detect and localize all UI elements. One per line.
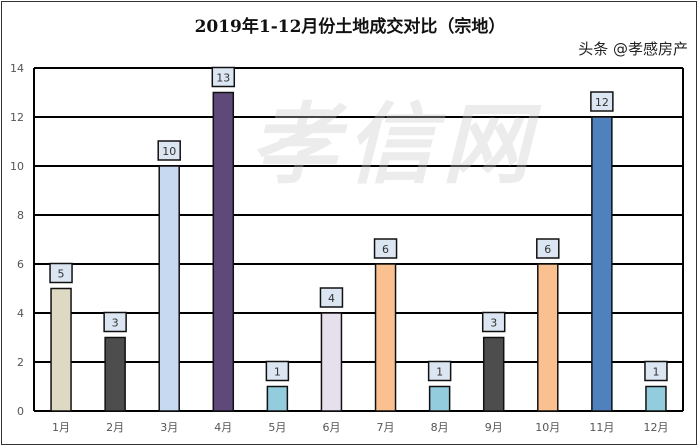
data-label: 4 [328, 292, 335, 305]
x-tick-label: 4月 [214, 421, 232, 434]
bar [320, 312, 343, 412]
data-label-box [157, 140, 181, 161]
data-label-box [481, 311, 506, 333]
data-label: 3 [112, 317, 119, 330]
y-tick-label: 8 [17, 209, 24, 222]
y-tick-label: 14 [10, 62, 24, 75]
y-tick-label: 6 [17, 258, 24, 271]
x-tick-label: 10月 [535, 421, 560, 434]
data-label-box [427, 360, 452, 382]
data-label: 1 [652, 366, 659, 379]
x-tick-label: 7月 [377, 421, 395, 434]
data-label: 5 [58, 268, 65, 281]
data-label-box [211, 66, 236, 88]
x-tick-label: 2月 [106, 421, 124, 434]
data-label-box [319, 287, 344, 308]
data-label: 13 [216, 72, 230, 85]
x-tick-label: 8月 [431, 421, 449, 434]
watermark: 孝信网 [250, 93, 539, 196]
data-label-box [265, 360, 290, 382]
chart-title: 2019年1-12月份土地成交对比（宗地） [194, 17, 506, 37]
data-label-box [644, 360, 668, 382]
data-label-box [373, 238, 398, 259]
y-tick-label: 4 [17, 307, 24, 320]
x-tick-label: 9月 [485, 421, 503, 434]
bar [50, 287, 72, 412]
x-tick-label: 3月 [160, 421, 178, 434]
data-label-box [590, 91, 614, 112]
y-tick-label: 2 [17, 356, 24, 369]
bar [104, 336, 126, 412]
bar [428, 385, 451, 412]
data-label-box [536, 238, 560, 259]
x-tick-label: 1月 [52, 421, 70, 434]
data-label: 10 [162, 145, 176, 158]
x-tick-label: 5月 [268, 421, 286, 434]
data-label: 3 [490, 317, 497, 330]
bar [374, 263, 397, 412]
data-label-box [49, 262, 73, 284]
data-label: 1 [436, 366, 443, 379]
data-label: 1 [274, 366, 281, 379]
bar [591, 116, 613, 412]
y-tick-label: 10 [10, 160, 24, 173]
credit-text: 头条 @孝感房产 [578, 40, 688, 58]
data-label-box [103, 311, 127, 333]
title-row: 2019年1-12月份土地成交对比（宗地） [0, 12, 700, 37]
y-tick-label: 12 [10, 111, 24, 124]
x-tick-label: 12月 [643, 421, 668, 434]
bar [266, 385, 289, 412]
y-tick-label: 0 [17, 405, 24, 418]
bar [482, 336, 505, 412]
bar [537, 263, 559, 412]
bar [158, 165, 180, 412]
bar [212, 91, 235, 412]
data-label: 6 [544, 243, 551, 256]
data-label: 6 [382, 243, 389, 256]
x-tick-label: 6月 [322, 421, 340, 434]
bar [645, 385, 667, 412]
x-tick-label: 11月 [589, 421, 614, 434]
data-label: 12 [595, 96, 609, 109]
